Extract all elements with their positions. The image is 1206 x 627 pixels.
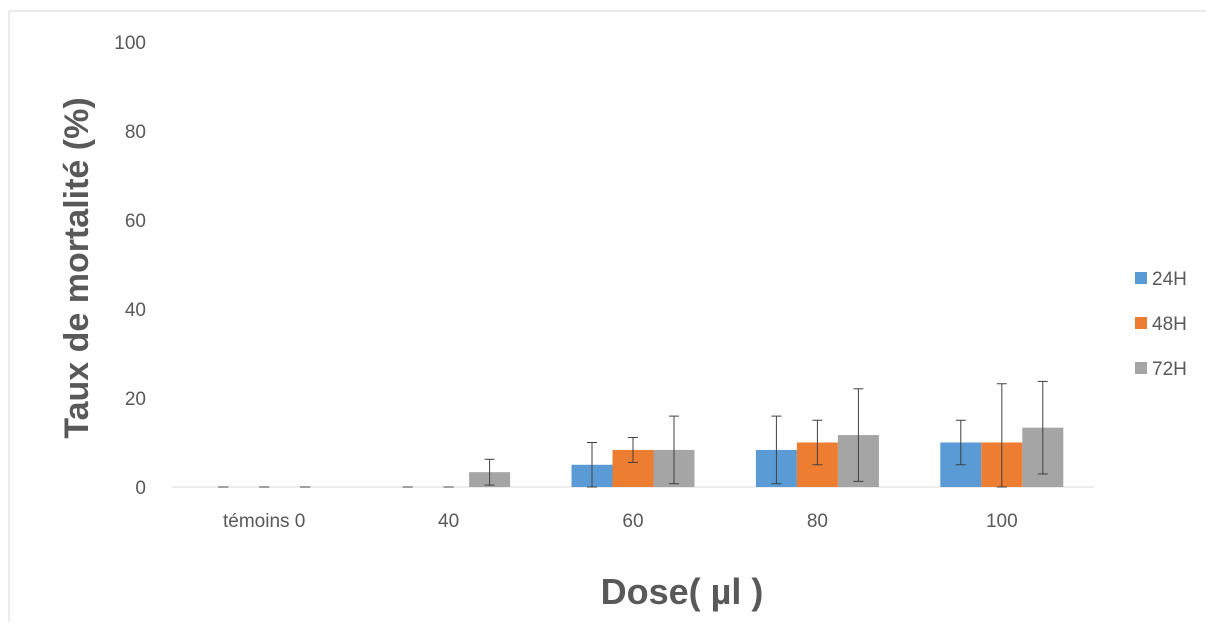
legend-item-24h: 24H xyxy=(1135,269,1187,290)
x-tick-label: témoins 0 xyxy=(223,511,305,532)
legend-label: 48H xyxy=(1152,314,1187,335)
error-bar-24h-4 xyxy=(955,419,966,466)
y-tick-label: 20 xyxy=(125,389,146,410)
bars-group xyxy=(469,427,1064,487)
error-bar-72h-1 xyxy=(484,458,495,486)
x-axis-label: Dose( µl ) xyxy=(601,571,764,612)
legend-item-48h: 48H xyxy=(1135,314,1187,335)
x-tick-label: 40 xyxy=(438,511,459,532)
y-axis-label: Taux de mortalité (%) xyxy=(58,97,96,438)
x-tick-label: 80 xyxy=(807,511,828,532)
error-bars-group xyxy=(218,380,1048,488)
x-tick-label: 60 xyxy=(622,511,643,532)
x-axis-ticks: témoins 0 40 60 80 100 xyxy=(223,511,1018,532)
error-bar-72h-2 xyxy=(669,415,679,485)
legend-item-72h: 72H xyxy=(1135,359,1187,380)
error-bar-24h-2 xyxy=(587,442,597,488)
y-tick-label: 60 xyxy=(125,211,146,232)
legend-swatch xyxy=(1135,317,1147,329)
legend-label: 72H xyxy=(1152,359,1187,380)
y-tick-label: 80 xyxy=(125,122,146,143)
error-bar-72h-3 xyxy=(853,388,864,482)
legend-label: 24H xyxy=(1152,269,1187,290)
error-bar-24h-3 xyxy=(771,415,782,485)
error-bar-48h-4 xyxy=(996,383,1007,488)
x-tick-label: 100 xyxy=(986,511,1018,532)
error-bar-48h-2 xyxy=(628,436,638,463)
error-bar-48h-3 xyxy=(812,419,823,466)
legend: 24H 48H 72H xyxy=(1135,269,1187,380)
y-tick-label: 0 xyxy=(135,478,146,499)
legend-swatch xyxy=(1135,362,1147,374)
y-axis-ticks: 0 20 40 60 80 100 xyxy=(114,33,146,499)
error-bar-72h-4 xyxy=(1037,380,1048,475)
legend-swatch xyxy=(1135,272,1147,284)
y-tick-label: 100 xyxy=(114,33,146,54)
y-tick-label: 40 xyxy=(125,300,146,321)
